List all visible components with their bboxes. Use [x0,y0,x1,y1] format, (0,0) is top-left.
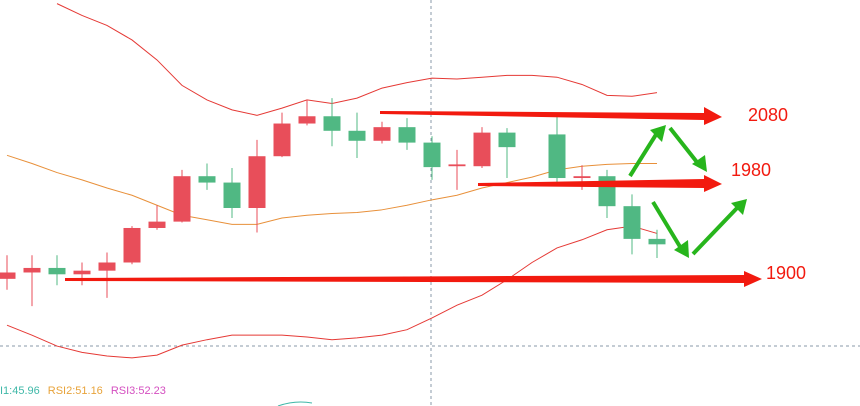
green-arrow [651,200,684,252]
candle-body [448,164,466,167]
candle-body [548,134,566,179]
green-arrow-head [674,240,689,258]
candle-body [173,176,191,222]
indicator-label: RSI2:51.16 [48,385,103,397]
candle-body [373,127,391,141]
candle-body [48,267,66,275]
red-arrow [478,175,722,192]
candle-body [423,142,441,168]
band-line [56,3,658,116]
green-arrow [691,205,740,256]
candle-body [573,176,591,179]
candle-body [98,262,116,271]
candle-body [223,182,241,208]
level-label: 1980 [731,160,771,180]
candle-body [0,272,16,279]
indicator-label: I1:45.96 [0,385,40,397]
candle-body [623,206,641,239]
candle-body [123,227,141,263]
green-arrow-head [692,155,707,172]
green-arrow-head [731,199,747,215]
rsi-line [277,401,313,406]
red-arrow [65,271,762,287]
candle-body [398,127,416,143]
candle-body [23,267,41,273]
candle-body [473,132,491,167]
level-label: 2080 [748,105,788,125]
red-arrow [380,107,722,125]
indicator-label: RSI3:52.23 [111,385,166,397]
candle-body [248,156,266,208]
candle-body [198,176,216,183]
green-arrow [668,126,702,168]
candle-body [648,238,666,245]
green-arrow-head [650,125,666,142]
candle-body [273,123,291,157]
candle-body [73,270,91,275]
candle-body [298,116,316,124]
candle-body [323,116,341,131]
annotation-arrows [65,107,762,287]
candle-body [148,221,166,228]
band-line [6,225,658,359]
level-label: 1900 [766,263,806,283]
candle-body [498,132,516,148]
candles [0,3,666,359]
candle-body [348,130,366,141]
green-arrow [628,131,659,178]
